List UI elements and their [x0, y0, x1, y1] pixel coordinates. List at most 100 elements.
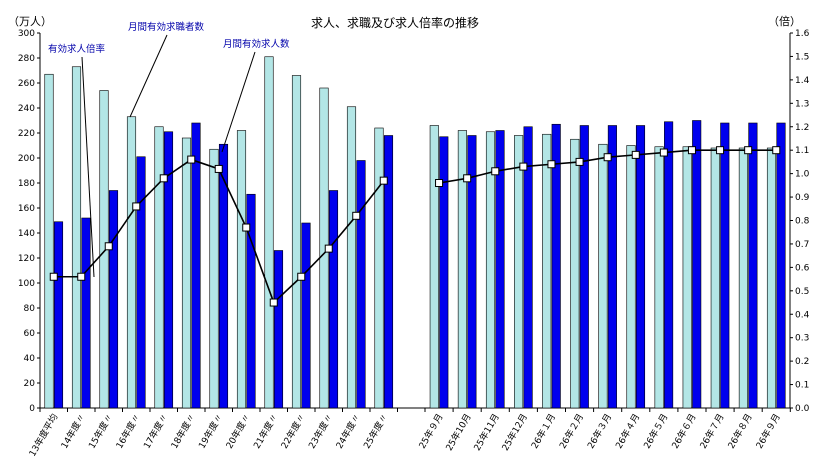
y-left-tick-label: 140 [18, 229, 35, 239]
y-right-tick-label: 0.9 [795, 193, 810, 203]
y-right-tick-label: 0.3 [795, 334, 809, 344]
annual-seekers-bar [264, 56, 274, 409]
annual-ratio-point [49, 272, 58, 281]
annual-seekers-bar [236, 130, 247, 409]
annual-offers-bar [301, 222, 311, 409]
annual-offers-bar [108, 190, 119, 409]
y-right-tick-label: 0.5 [795, 287, 809, 297]
monthly-offers-bar [776, 122, 786, 409]
category-label: 25年度〃 [361, 412, 391, 451]
category-label: 25年９月 [416, 412, 446, 451]
monthly-offers-bar [607, 125, 617, 409]
chart-title: 求人、求職及び求人倍率の推移 [311, 15, 479, 30]
monthly-seekers-bar [710, 147, 720, 409]
monthly-ratio-point [435, 179, 444, 187]
annual-offers-bar [356, 160, 366, 409]
monthly-ratio-point [491, 167, 500, 176]
category-label: 26年４月 [613, 412, 643, 451]
monthly-offers-bar [664, 121, 674, 409]
y-left-tick-label: 240 [18, 104, 35, 114]
monthly-offers-bar [748, 122, 758, 409]
annotation-leader-line [221, 51, 256, 153]
category-label: 26年９月 [753, 412, 783, 451]
y-left-tick-label: 220 [18, 129, 35, 139]
annual-seekers-bar [154, 126, 164, 409]
category-labels-group: 13年度平均 14年度〃 15年度〃 16年度〃 17年度〃 18年度〃 19年度〃 20年度… [26, 412, 783, 459]
annual-ratio-point [104, 242, 113, 251]
y-right-tick-label: 1.6 [795, 29, 810, 39]
category-label: 26年１月 [528, 412, 558, 451]
monthly-ratio-point [744, 146, 753, 155]
monthly-offers-bar [635, 125, 646, 409]
y-left-tick-label: 80 [24, 304, 36, 314]
category-label: 26年８月 [725, 412, 755, 451]
monthly-ratio-point [631, 150, 640, 159]
annual-offers-bar [246, 193, 256, 409]
annual-seekers-bar [71, 66, 82, 409]
annual-ratio-point [324, 244, 333, 253]
annotation-label: 月間有効求職者数 [128, 21, 205, 33]
monthly-ratio-point [687, 146, 696, 155]
category-label: 14年度〃 [58, 412, 88, 451]
annotation-label: 有効求人倍率 [48, 43, 106, 55]
category-label: 17年度〃 [141, 412, 171, 451]
monthly-seekers-bar [485, 131, 496, 409]
monthly-offers-bar [692, 120, 702, 409]
category-label: 25年10月 [443, 412, 474, 453]
y-left-tick-label: 120 [18, 254, 35, 264]
category-label: 26年７月 [697, 412, 727, 451]
annual-offers-bar [163, 131, 174, 409]
y-left-tick-label: 100 [18, 279, 35, 289]
monthly-ratio-point [772, 146, 781, 155]
annual-seekers-bar [181, 137, 192, 409]
monthly-seekers-bar [542, 133, 552, 409]
y-right-tick-label: 0.8 [795, 217, 810, 227]
annual-offers-bar [328, 190, 339, 409]
annual-offers-bar [81, 217, 91, 409]
y-right-tick-label: 0.7 [795, 240, 809, 250]
y-right-tick-label: 0.6 [795, 263, 810, 273]
category-label: 26年３月 [585, 412, 615, 451]
monthly-offers-bar [579, 125, 589, 409]
y-left-tick-label: 60 [24, 329, 36, 339]
annual-seekers-bar [126, 116, 137, 409]
y-right-tick-label: 0.4 [795, 310, 810, 320]
bars-group [44, 56, 786, 409]
category-label: 26年２月 [557, 412, 587, 451]
category-label: 21年度〃 [251, 412, 281, 451]
category-label: 25年11月 [471, 412, 502, 453]
category-label: 24年度〃 [333, 412, 363, 451]
y-right-tick-label: 1.5 [795, 52, 809, 62]
annual-ratio-point [379, 176, 388, 185]
annual-offers-bar [383, 135, 394, 409]
category-label: 26年５月 [641, 412, 671, 451]
annual-offers-bar [273, 250, 284, 409]
annual-ratio-point [214, 164, 223, 173]
monthly-offers-bar [720, 122, 730, 409]
monthly-ratio-point [575, 157, 584, 166]
monthly-offers-bar [495, 130, 505, 409]
annual-ratio-point [132, 202, 141, 211]
annual-ratio-point [269, 298, 278, 307]
monthly-seekers-bar [598, 143, 608, 409]
annotation-leader-line [81, 56, 95, 278]
y-right-tick-label: 1.3 [795, 99, 809, 109]
monthly-ratio-point [547, 160, 556, 169]
monthly-offers-bar [439, 136, 449, 409]
y-left-tick-label: 40 [24, 354, 36, 364]
monthly-offers-bar [467, 135, 477, 409]
y-right-tick-label: 0.0 [795, 404, 810, 414]
category-label: 16年度〃 [113, 412, 143, 451]
monthly-ratio-point [603, 153, 612, 162]
annual-seekers-bar [44, 73, 54, 409]
category-label: 18年度〃 [168, 412, 198, 451]
monthly-seekers-bar [654, 146, 664, 409]
monthly-seekers-bar [570, 138, 580, 409]
y-left-unit: （万人） [8, 15, 52, 28]
annual-ratio-point [297, 272, 306, 281]
monthly-ratio-point [519, 162, 528, 171]
monthly-seekers-bar [738, 147, 748, 409]
y-right-tick-label: 1.0 [795, 170, 810, 180]
category-label: 13年度平均 [26, 412, 60, 459]
